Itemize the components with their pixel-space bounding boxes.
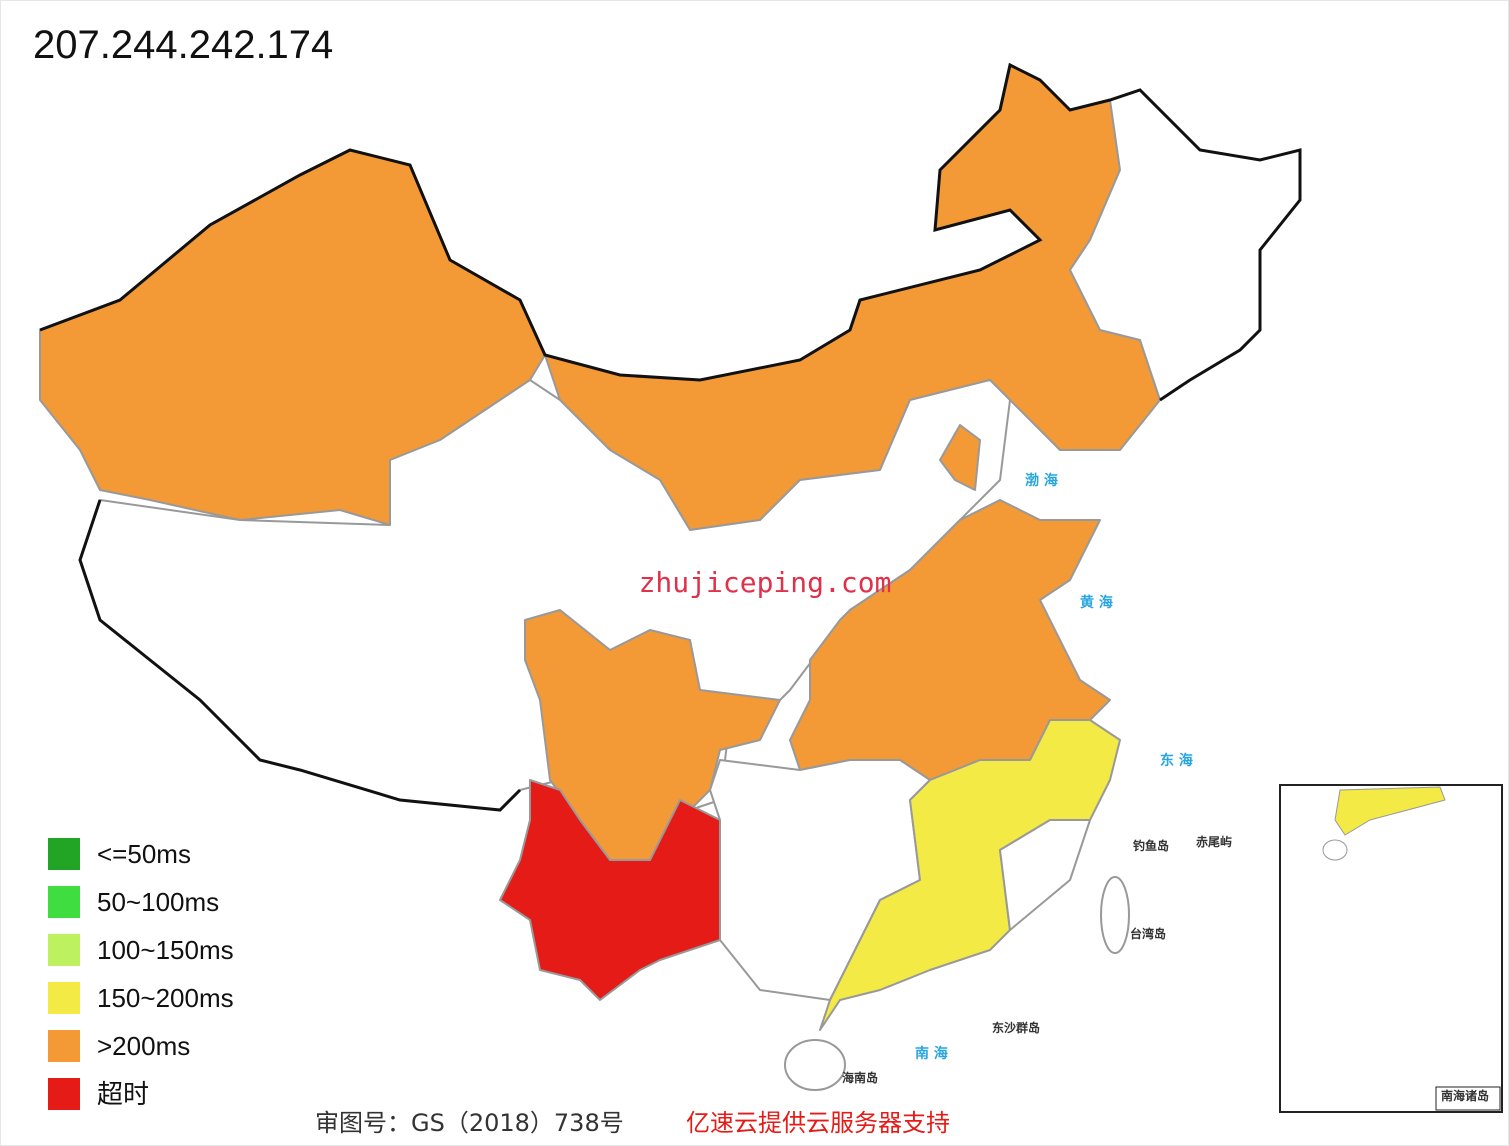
watermark: zhujiceping.com [639, 566, 892, 599]
inset-map: 南海诸岛 [1279, 784, 1503, 1113]
place-label: 海南岛 [842, 1070, 878, 1085]
legend-swatch [48, 886, 80, 918]
region [524, 609, 781, 861]
region [1334, 786, 1446, 836]
legend-label: >200ms [97, 1031, 190, 1061]
legend: <=50ms 50~100ms 100~150ms 150~200ms >200ms 超时 [48, 838, 234, 1110]
sea-label: 渤 海 [1025, 472, 1058, 489]
legend-swatch [48, 838, 80, 870]
legend-label: <=50ms [97, 839, 191, 869]
legend-label: 100~150ms [97, 935, 234, 965]
region [999, 819, 1091, 931]
legend-swatch [48, 1030, 80, 1062]
title: 207.244.242.174 [33, 23, 333, 67]
region [939, 424, 981, 491]
legend-swatch [48, 982, 80, 1014]
sea-label: 南 海 [915, 1045, 948, 1062]
legend-label: 150~200ms [97, 983, 234, 1013]
inset-caption: 南海诸岛 [1441, 1088, 1489, 1103]
legend-label: 超时 [97, 1079, 149, 1109]
footer-approval: 审图号：GS（2018）738号 [315, 1109, 624, 1137]
border [78, 499, 522, 812]
sea-labels: 渤 海 黄 海 东 海 南 海 台湾岛 海南岛 钓鱼岛 赤尾屿 东沙群岛 [842, 472, 1232, 1085]
sea-label: 黄 海 [1080, 594, 1113, 611]
legend-swatch [48, 934, 80, 966]
island [1100, 876, 1130, 954]
border [39, 62, 1302, 402]
sea-label: 东 海 [1160, 752, 1193, 769]
legend-swatch [48, 1078, 80, 1110]
island [1322, 839, 1348, 861]
footer-sponsor: 亿速云提供云服务器支持 [686, 1109, 950, 1137]
place-label: 东沙群岛 [992, 1020, 1040, 1035]
inset-caption-box [1435, 1086, 1501, 1111]
inset-frame [1279, 784, 1503, 1113]
legend-label: 50~100ms [97, 887, 219, 917]
place-label: 钓鱼岛 [1133, 838, 1169, 853]
island [784, 1039, 846, 1091]
region [499, 779, 721, 1001]
place-label: 台湾岛 [1130, 926, 1166, 941]
china-map [39, 62, 1302, 1091]
place-label: 赤尾屿 [1196, 834, 1232, 849]
